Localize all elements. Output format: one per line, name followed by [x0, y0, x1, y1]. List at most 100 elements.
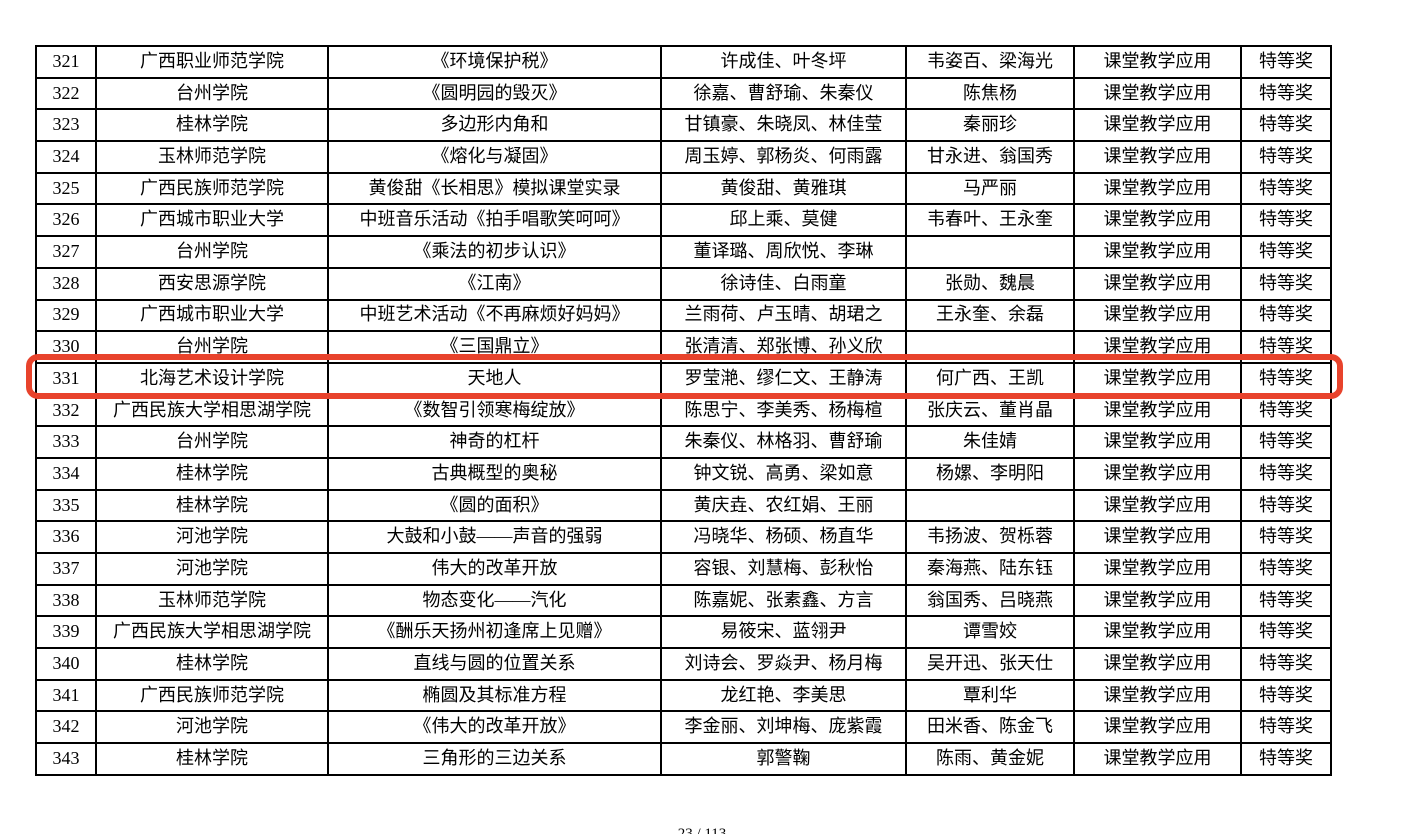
cell-institution: 广西民族师范学院 [95, 171, 329, 206]
cell-authors: 龙红艳、李美思 [660, 678, 907, 713]
cell-category: 课堂教学应用 [1073, 456, 1242, 491]
cell-award: 特等奖 [1240, 76, 1332, 111]
cell-advisors: 张勋、魏晨 [905, 266, 1075, 301]
cell-authors: 黄庆垚、农红娟、王丽 [660, 488, 907, 523]
cell-row-number: 329 [35, 298, 97, 333]
cell-award: 特等奖 [1240, 235, 1332, 269]
table-row: 323 桂林学院 多边形内角和 甘镇豪、朱晓凤、林佳莹 秦丽珍 课堂教学应用 特… [35, 108, 1332, 143]
cell-work-title: 黄俊甜《长相思》模拟课堂实录 [327, 171, 662, 206]
cell-award: 特等奖 [1240, 456, 1332, 491]
cell-authors: 陈思宁、李美秀、杨梅楦 [660, 393, 907, 428]
cell-work-title: 《酬乐天扬州初逢席上见赠》 [327, 615, 662, 650]
cell-row-number: 323 [35, 108, 97, 143]
cell-authors: 罗莹滟、缪仁文、王静涛 [660, 361, 907, 396]
cell-row-number: 326 [35, 203, 97, 238]
cell-institution: 河池学院 [95, 710, 329, 745]
cell-authors: 刘诗会、罗焱尹、杨月梅 [660, 647, 907, 681]
cell-row-number: 322 [35, 76, 97, 111]
cell-award: 特等奖 [1240, 266, 1332, 301]
cell-category: 课堂教学应用 [1073, 108, 1242, 143]
cell-category: 课堂教学应用 [1073, 647, 1242, 681]
cell-institution: 桂林学院 [95, 456, 329, 491]
awards-table: 321 广西职业师范学院 《环境保护税》 许成佳、叶冬坪 韦姿百、梁海光 课堂教… [35, 45, 1332, 776]
cell-row-number: 339 [35, 615, 97, 650]
cell-institution: 北海艺术设计学院 [95, 361, 329, 396]
cell-authors: 黄俊甜、黄雅琪 [660, 171, 907, 206]
table-row: 340 桂林学院 直线与圆的位置关系 刘诗会、罗焱尹、杨月梅 吴开迅、张天仕 课… [35, 647, 1332, 681]
cell-institution: 玉林师范学院 [95, 140, 329, 174]
table-row: 338 玉林师范学院 物态变化——汽化 陈嘉妮、张素鑫、方言 翁国秀、吕晓燕 课… [35, 583, 1332, 618]
cell-category: 课堂教学应用 [1073, 361, 1242, 396]
cell-authors: 徐嘉、曹舒瑜、朱秦仪 [660, 76, 907, 111]
cell-institution: 桂林学院 [95, 108, 329, 143]
cell-institution: 桂林学院 [95, 742, 329, 776]
cell-institution: 台州学院 [95, 235, 329, 269]
cell-work-title: 《圆的面积》 [327, 488, 662, 523]
cell-row-number: 331 [35, 361, 97, 396]
cell-institution: 广西民族大学相思湖学院 [95, 615, 329, 650]
cell-authors: 朱秦仪、林格羽、曹舒瑜 [660, 425, 907, 459]
cell-category: 课堂教学应用 [1073, 425, 1242, 459]
table-row: 321 广西职业师范学院 《环境保护税》 许成佳、叶冬坪 韦姿百、梁海光 课堂教… [35, 45, 1332, 79]
cell-award: 特等奖 [1240, 140, 1332, 174]
table-row: 343 桂林学院 三角形的三边关系 郭警鞠 陈雨、黄金妮 课堂教学应用 特等奖 [35, 742, 1332, 776]
cell-institution: 台州学院 [95, 330, 329, 364]
cell-award: 特等奖 [1240, 108, 1332, 143]
cell-advisors: 秦海燕、陆东钰 [905, 552, 1075, 586]
cell-work-title: 《伟大的改革开放》 [327, 710, 662, 745]
cell-work-title: 伟大的改革开放 [327, 552, 662, 586]
cell-award: 特等奖 [1240, 742, 1332, 776]
cell-category: 课堂教学应用 [1073, 298, 1242, 333]
cell-row-number: 328 [35, 266, 97, 301]
cell-award: 特等奖 [1240, 488, 1332, 523]
cell-row-number: 330 [35, 330, 97, 364]
cell-institution: 玉林师范学院 [95, 583, 329, 618]
page-number: 23 / 113 [677, 826, 727, 834]
cell-institution: 桂林学院 [95, 488, 329, 523]
cell-authors: 周玉婷、郭杨炎、何雨露 [660, 140, 907, 174]
cell-category: 课堂教学应用 [1073, 583, 1242, 618]
cell-institution: 广西职业师范学院 [95, 45, 329, 79]
cell-category: 课堂教学应用 [1073, 615, 1242, 650]
cell-work-title: 大鼓和小鼓——声音的强弱 [327, 520, 662, 554]
cell-authors: 兰雨荷、卢玉晴、胡珺之 [660, 298, 907, 333]
cell-advisors: 韦春叶、王永奎 [905, 203, 1075, 238]
cell-work-title: 《数智引领寒梅绽放》 [327, 393, 662, 428]
cell-advisors: 张庆云、董肖晶 [905, 393, 1075, 428]
table-row: 331 北海艺术设计学院 天地人 罗莹滟、缪仁文、王静涛 何广西、王凯 课堂教学… [35, 361, 1332, 396]
table-row: 328 西安思源学院 《江南》 徐诗佳、白雨童 张勋、魏晨 课堂教学应用 特等奖 [35, 266, 1332, 301]
cell-award: 特等奖 [1240, 330, 1332, 364]
cell-row-number: 332 [35, 393, 97, 428]
table-row: 341 广西民族师范学院 椭圆及其标准方程 龙红艳、李美思 覃利华 课堂教学应用… [35, 678, 1332, 713]
cell-category: 课堂教学应用 [1073, 203, 1242, 238]
cell-work-title: 中班音乐活动《拍手唱歌笑呵呵》 [327, 203, 662, 238]
table-row: 327 台州学院 《乘法的初步认识》 董译璐、周欣悦、李琳 课堂教学应用 特等奖 [35, 235, 1332, 269]
cell-row-number: 327 [35, 235, 97, 269]
cell-award: 特等奖 [1240, 615, 1332, 650]
cell-award: 特等奖 [1240, 203, 1332, 238]
cell-category: 课堂教学应用 [1073, 520, 1242, 554]
cell-category: 课堂教学应用 [1073, 330, 1242, 364]
cell-award: 特等奖 [1240, 647, 1332, 681]
cell-work-title: 古典概型的奥秘 [327, 456, 662, 491]
table-row: 335 桂林学院 《圆的面积》 黄庆垚、农红娟、王丽 课堂教学应用 特等奖 [35, 488, 1332, 523]
cell-category: 课堂教学应用 [1073, 235, 1242, 269]
cell-advisors: 秦丽珍 [905, 108, 1075, 143]
cell-award: 特等奖 [1240, 393, 1332, 428]
cell-award: 特等奖 [1240, 583, 1332, 618]
table-row: 336 河池学院 大鼓和小鼓——声音的强弱 冯晓华、杨硕、杨直华 韦扬波、贺栎蓉… [35, 520, 1332, 554]
table-row: 334 桂林学院 古典概型的奥秘 钟文锐、高勇、梁如意 杨嫘、李明阳 课堂教学应… [35, 456, 1332, 491]
cell-work-title: 物态变化——汽化 [327, 583, 662, 618]
table-row: 330 台州学院 《三国鼎立》 张清清、郑张博、孙义欣 课堂教学应用 特等奖 [35, 330, 1332, 364]
cell-row-number: 325 [35, 171, 97, 206]
cell-institution: 广西城市职业大学 [95, 298, 329, 333]
cell-work-title: 《环境保护税》 [327, 45, 662, 79]
cell-advisors: 吴开迅、张天仕 [905, 647, 1075, 681]
cell-advisors: 覃利华 [905, 678, 1075, 713]
cell-advisors: 何广西、王凯 [905, 361, 1075, 396]
cell-advisors: 谭雪姣 [905, 615, 1075, 650]
cell-category: 课堂教学应用 [1073, 552, 1242, 586]
cell-institution: 桂林学院 [95, 647, 329, 681]
cell-row-number: 321 [35, 45, 97, 79]
cell-advisors [905, 235, 1075, 269]
